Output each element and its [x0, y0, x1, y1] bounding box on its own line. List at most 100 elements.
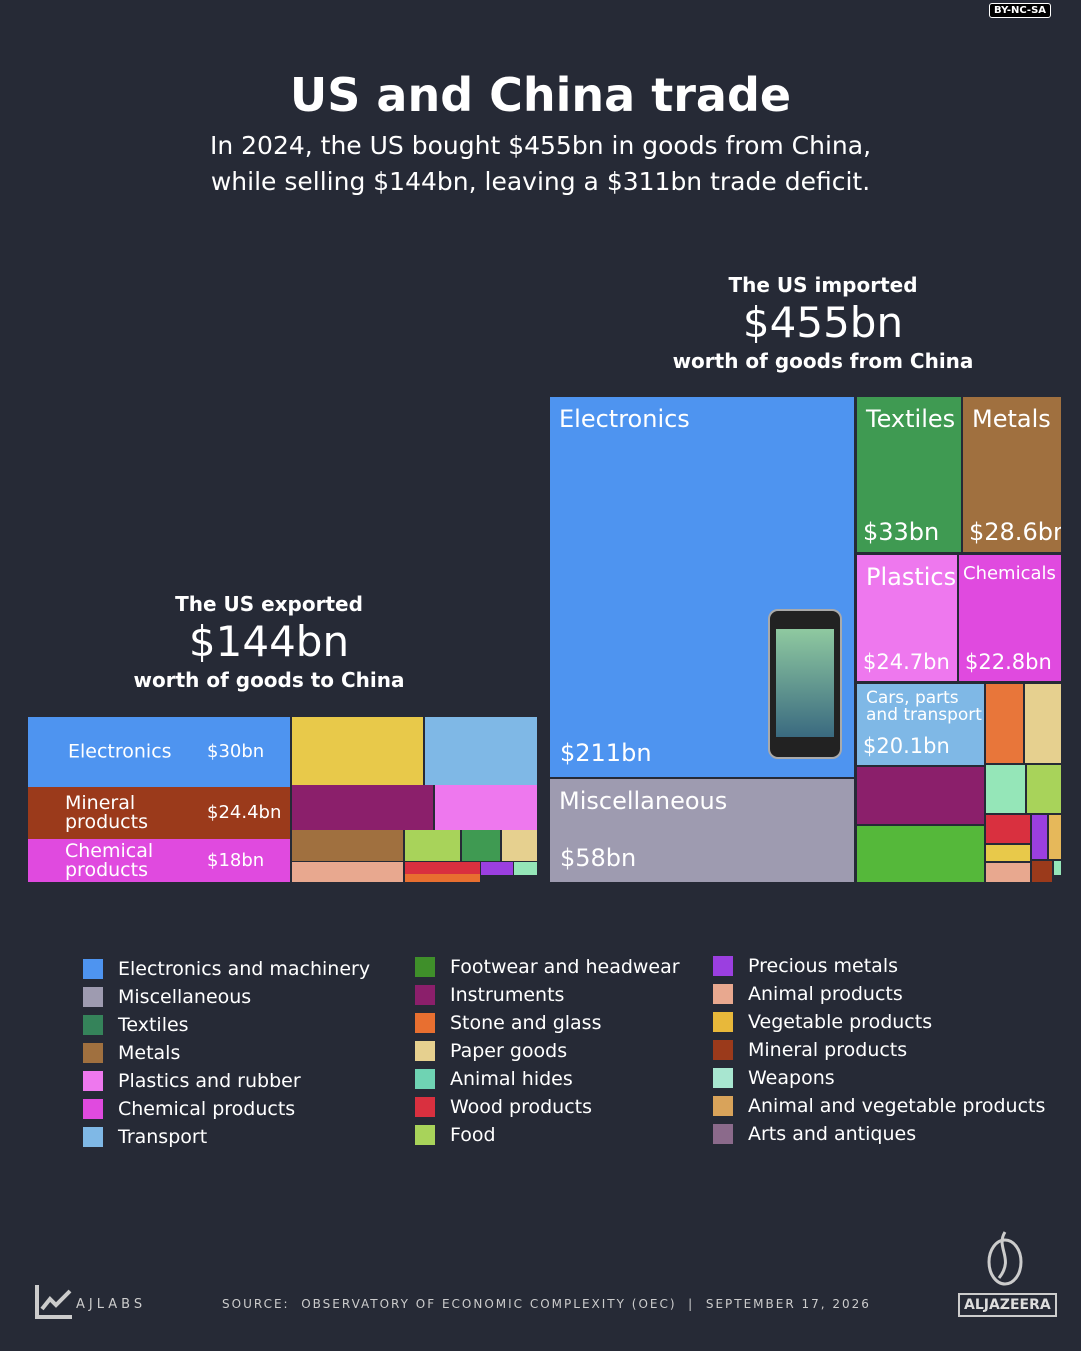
tile: Mineral products $24.4bn [28, 787, 290, 839]
tile: Electronics $30bn [28, 717, 290, 787]
legend-swatch [415, 1041, 435, 1061]
legend-item: Transport [83, 1126, 207, 1148]
legend-label: Precious metals [748, 955, 899, 977]
legend-item: Wood products [415, 1096, 592, 1118]
source: SOURCE: OBSERVATORY OF ECONOMIC COMPLEXI… [222, 1297, 871, 1311]
tile: Miscellaneous $58bn [550, 779, 854, 882]
legend-item: Stone and glass [415, 1012, 601, 1034]
tile-value: $24.4bn [207, 802, 282, 823]
legend-label: Textiles [118, 1014, 189, 1036]
subtitle: In 2024, the US bought $455bn in goods f… [209, 131, 872, 160]
legend-item: Chemical products [83, 1098, 295, 1120]
legend-item: Animal hides [415, 1068, 573, 1090]
legend-label: Wood products [450, 1096, 592, 1118]
legend-swatch [713, 1124, 733, 1144]
legend-label: Animal and vegetable products [748, 1095, 1046, 1117]
tile [435, 785, 537, 830]
tile-value: $211bn [560, 739, 652, 767]
tile-label: Electronics [68, 740, 172, 763]
tile [425, 717, 537, 785]
legend-item: Food [415, 1124, 496, 1146]
tile [502, 830, 537, 861]
legend-label: Metals [118, 1042, 181, 1064]
tile-label: Electronics [559, 405, 690, 433]
import-heading: The US imported $455bn worth of goods fr… [623, 273, 1023, 373]
tile-value: $33bn [863, 518, 940, 546]
legend-label: Arts and antiques [748, 1123, 917, 1145]
legend-swatch [713, 1012, 733, 1032]
tile: Textiles $33bn [857, 397, 961, 552]
tile [1032, 815, 1047, 859]
legend-swatch [83, 1015, 103, 1035]
legend-item: Precious metals [713, 955, 898, 977]
tile [1032, 861, 1052, 882]
license-badge: BY-NC-SA [989, 3, 1052, 18]
tile [1027, 765, 1061, 813]
brand: AJLABS [76, 1297, 147, 1312]
legend-label: Weapons [748, 1067, 835, 1089]
tile: Chemical products $18bn [28, 839, 290, 882]
legend-swatch [83, 987, 103, 1007]
tile-label: Chemical products [65, 839, 154, 881]
heading-amount: $455bn [742, 298, 904, 347]
tile [462, 830, 500, 861]
tile-label: Cars, parts and transport [866, 688, 982, 725]
legend-label: Food [450, 1124, 496, 1146]
phone-screen [776, 629, 834, 737]
tile [292, 717, 423, 785]
legend-label: Plastics and rubber [118, 1070, 301, 1092]
legend-item: Arts and antiques [713, 1123, 916, 1145]
tile [857, 826, 984, 882]
legend-swatch [713, 1068, 733, 1088]
legend-swatch [415, 1097, 435, 1117]
heading-top: The US exported [175, 592, 363, 616]
legend-swatch [713, 984, 733, 1004]
tile [405, 830, 460, 861]
tile [481, 862, 513, 875]
tile-label: Plastics [866, 563, 957, 591]
legend-label: Instruments [450, 984, 565, 1006]
title: US and China trade [289, 68, 792, 122]
tile [986, 684, 1023, 763]
legend-item: Footwear and headwear [415, 956, 680, 978]
tile-value: $58bn [560, 844, 637, 872]
legend-item: Textiles [83, 1014, 189, 1036]
tile [857, 767, 984, 824]
legend-swatch [415, 985, 435, 1005]
legend-swatch [415, 1125, 435, 1145]
tile-value: $20.1bn [863, 734, 950, 758]
tile [514, 862, 537, 875]
legend-swatch [415, 957, 435, 977]
legend-item: Weapons [713, 1067, 835, 1089]
legend-label: Animal products [748, 983, 903, 1005]
legend-swatch [83, 1043, 103, 1063]
tile [986, 845, 1030, 861]
legend-label: Vegetable products [748, 1011, 933, 1033]
legend-swatch [415, 1013, 435, 1033]
legend-item: Vegetable products [713, 1011, 932, 1033]
tile [292, 830, 403, 861]
legend-label: Electronics and machinery [118, 958, 371, 980]
legend-swatch [83, 959, 103, 979]
tile [292, 785, 433, 830]
tile [405, 874, 480, 882]
legend-item: Animal and vegetable products [713, 1095, 1045, 1117]
legend-swatch [713, 1096, 733, 1116]
ajlabs-icon [35, 1285, 72, 1319]
legend-label: Chemical products [118, 1098, 296, 1120]
legend-label: Stone and glass [450, 1012, 602, 1034]
tile: Metals $28.6bn [963, 397, 1061, 552]
legend-swatch [83, 1127, 103, 1147]
tile: Cars, parts and transport $20.1bn [857, 684, 984, 765]
legend-swatch [713, 956, 733, 976]
heading-amount: $144bn [188, 617, 350, 666]
legend-swatch [415, 1069, 435, 1089]
tile [986, 765, 1025, 813]
logo: ALJAZEERA [958, 1293, 1057, 1317]
legend-label: Mineral products [748, 1039, 908, 1061]
tile-value: $24.7bn [863, 650, 950, 674]
tile: Plastics $24.7bn [857, 555, 957, 681]
tile: Chemicals $22.8bn [959, 555, 1061, 681]
tile-value: $28.6bn [969, 518, 1061, 546]
